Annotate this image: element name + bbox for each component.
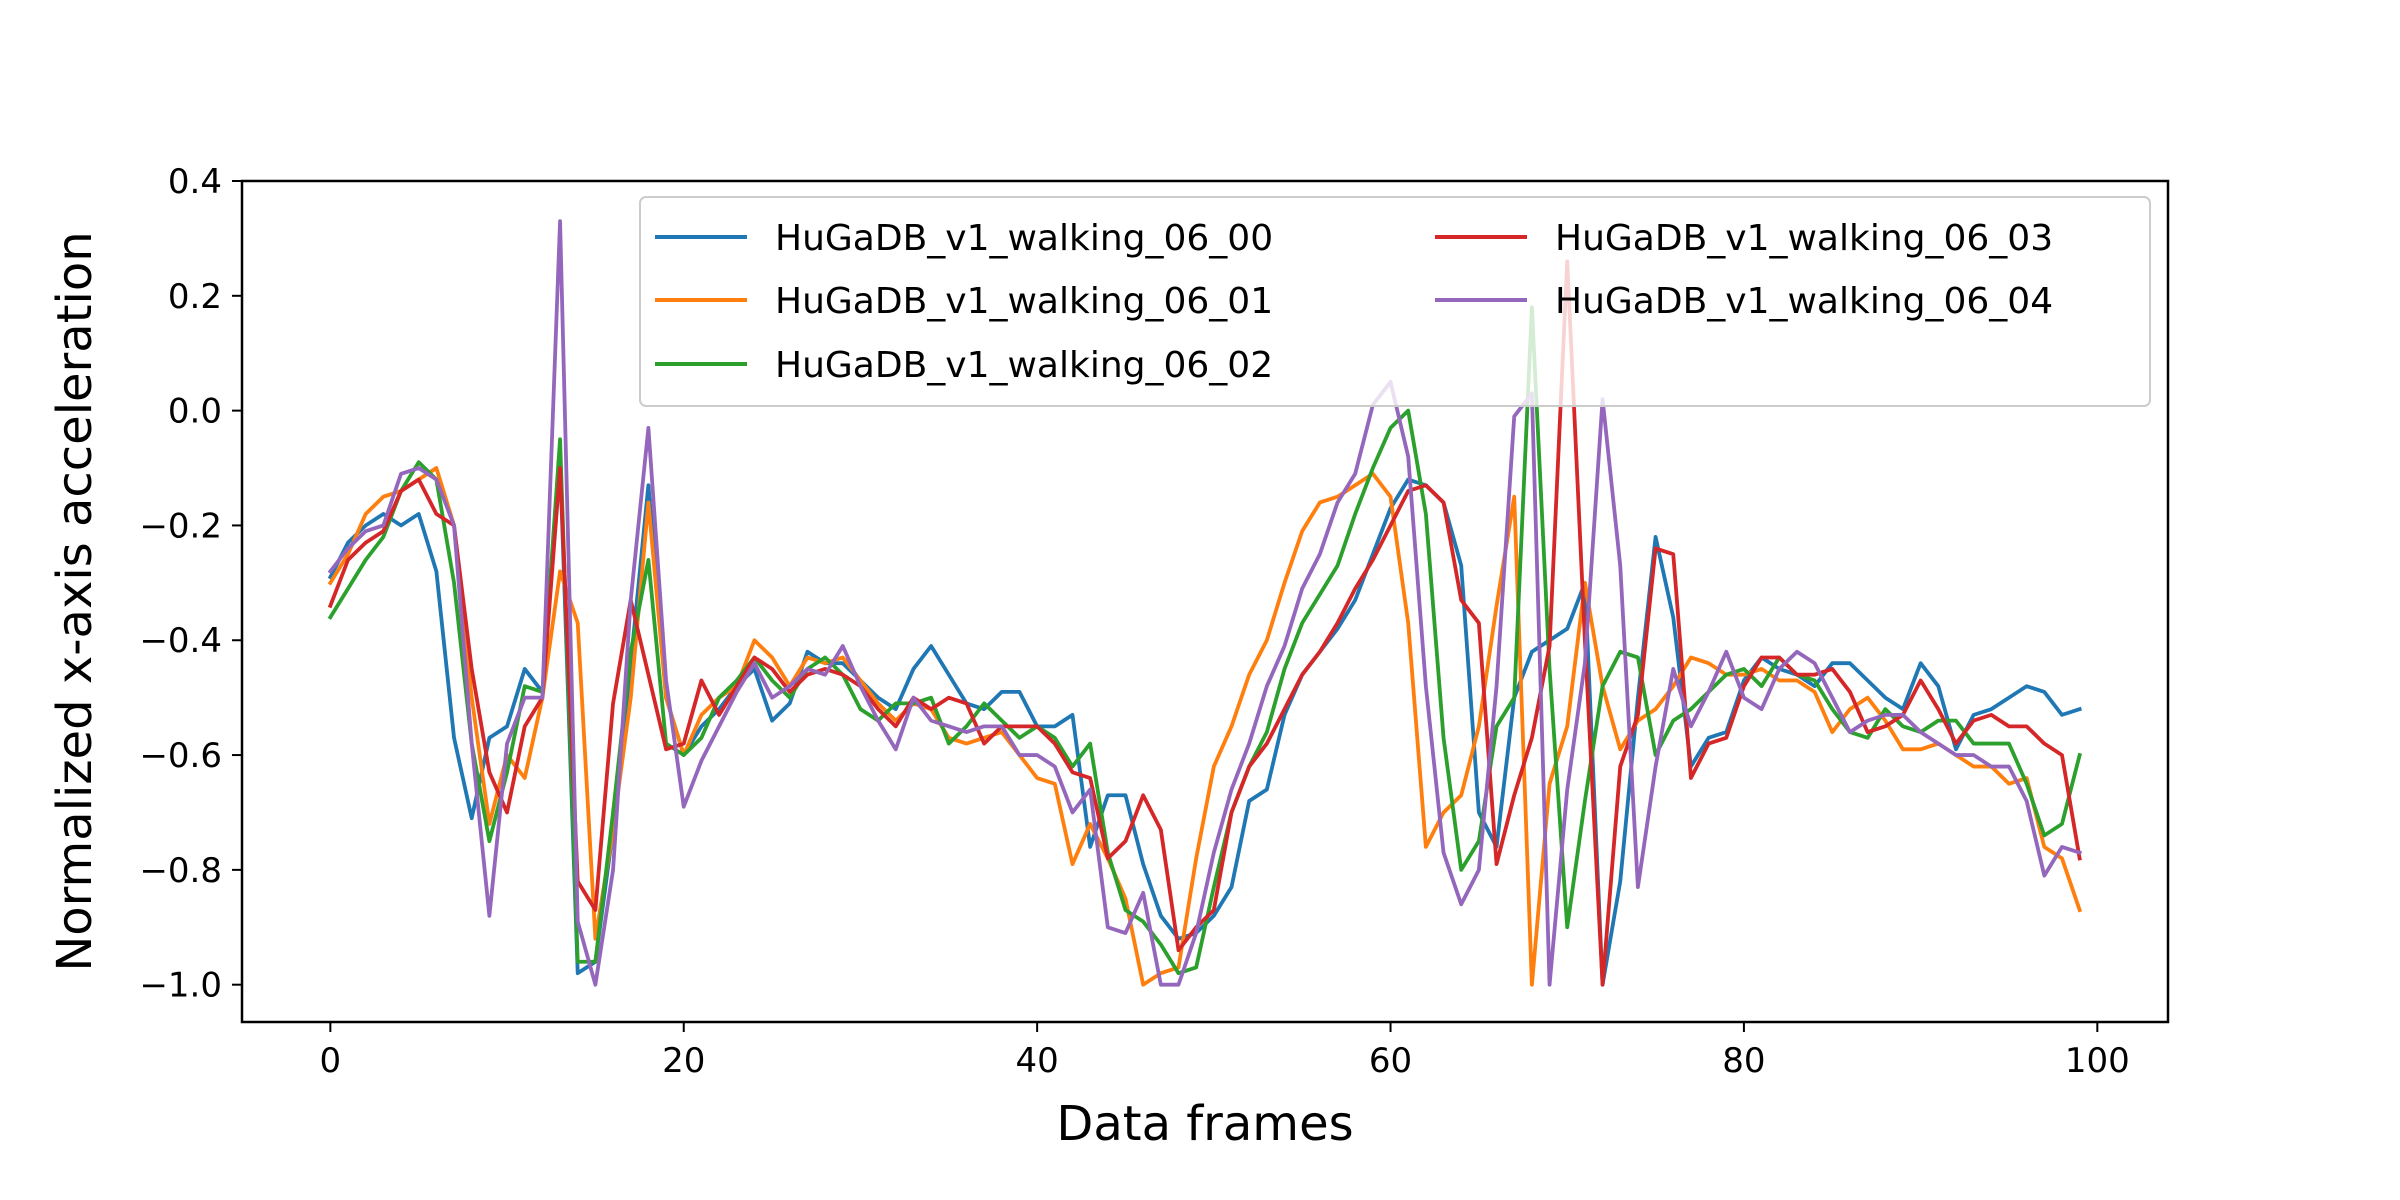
y-tick-label: −0.4: [139, 621, 222, 661]
x-tick-label: 100: [2065, 1041, 2130, 1081]
legend-label-2: HuGaDB_v1_walking_06_02: [775, 345, 1273, 386]
legend-label-0: HuGaDB_v1_walking_06_00: [775, 218, 1273, 259]
y-tick-label: 0.4: [168, 162, 222, 202]
y-tick-label: −0.8: [139, 851, 222, 891]
y-axis-ticks: 0.4 0.2 0.0 −0.2 −0.4 −0.6 −0.8 −1.0: [139, 162, 242, 1006]
series-layer: [327, 219, 2083, 987]
plot-area-frame: [240, 179, 2170, 1024]
y-tick-label: −0.6: [139, 736, 222, 776]
legend-label-3: HuGaDB_v1_walking_06_03: [1555, 218, 2053, 259]
y-tick-label: 0.2: [168, 277, 222, 317]
x-tick-label: 60: [1369, 1041, 1412, 1081]
x-axis-title: Data frames: [1056, 1096, 1353, 1152]
series-line-3: [327, 259, 2082, 987]
x-tick-label: 80: [1722, 1041, 1765, 1081]
x-tick-label: 0: [320, 1041, 342, 1081]
y-axis-title: Normalized x-axis acceleration: [47, 231, 103, 971]
legend: HuGaDB_v1_walking_06_00 HuGaDB_v1_walking…: [639, 196, 2151, 407]
legend-label-1: HuGaDB_v1_walking_06_01: [775, 281, 1273, 322]
series-line-4: [327, 219, 2083, 987]
y-tick-label: −1.0: [139, 966, 222, 1006]
y-tick-label: 0.0: [168, 392, 222, 432]
legend-box: [639, 196, 2151, 407]
x-tick-label: 20: [662, 1041, 705, 1081]
legend-label-4: HuGaDB_v1_walking_06_04: [1555, 281, 2053, 322]
y-tick-label: −0.2: [139, 506, 222, 546]
x-axis-ticks: 0 20 40 60 80 100: [320, 1022, 2130, 1081]
x-tick-label: 40: [1016, 1041, 1059, 1081]
